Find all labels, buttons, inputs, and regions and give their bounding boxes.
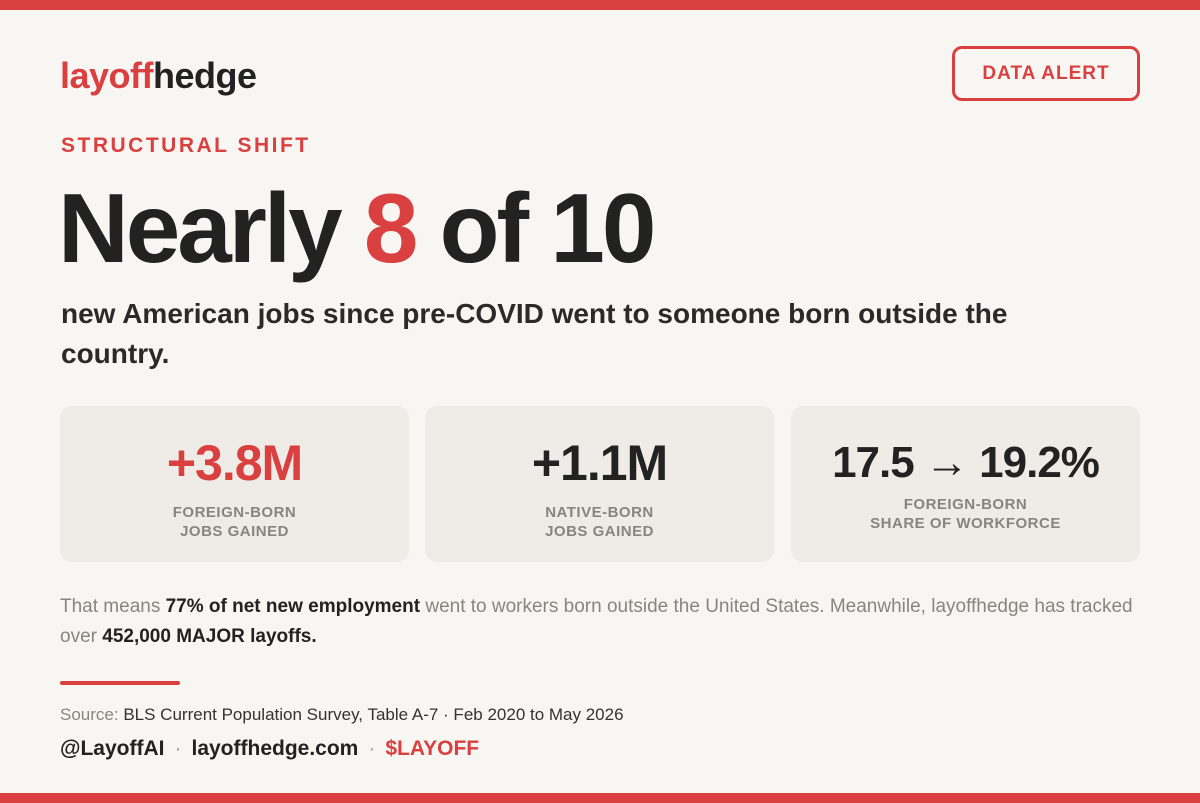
logo-rest-text: hedge [153, 55, 257, 96]
footer-separator: · [368, 737, 376, 760]
stat-card-foreign-born-jobs: +3.8M FOREIGN-BORN JOBS GAINED [60, 406, 409, 562]
stat-label: NATIVE-BORN JOBS GAINED [545, 503, 654, 541]
stat-value: +1.1M [531, 435, 668, 491]
source-label: Source: [60, 705, 119, 724]
headline: Nearly 8 of 10 [58, 172, 657, 284]
stat-value: 17.5 → 19.2% [832, 438, 1100, 487]
stat-card-workforce-share: 17.5 → 19.2% FOREIGN-BORN SHARE OF WORKF… [791, 406, 1140, 562]
subheadline: new American jobs since pre-COVID went t… [61, 298, 1008, 369]
data-alert-badge: DATA ALERT [952, 46, 1140, 101]
stat-label: FOREIGN-BORN JOBS GAINED [173, 503, 297, 541]
divider [60, 681, 180, 685]
footer-handle[interactable]: @LayoffAI [60, 737, 165, 760]
headline-suffix: of 10 [439, 173, 657, 283]
headline-number: 8 [363, 173, 418, 283]
brand-logo: layoffhedge [60, 54, 257, 98]
stat-label-line: FOREIGN-BORN [172, 504, 297, 521]
stat-card-native-born-jobs: +1.1M NATIVE-BORN JOBS GAINED [425, 406, 774, 562]
top-accent-bar [0, 0, 1200, 10]
footer-separator: · [174, 737, 182, 760]
stat-label: FOREIGN-BORN SHARE OF WORKFORCE [870, 495, 1061, 533]
footer-ticker[interactable]: $LAYOFF [385, 737, 480, 760]
kicker-label: STRUCTURAL SHIFT [61, 134, 311, 157]
stat-label-line: JOBS GAINED [545, 523, 654, 540]
stat-label-line: NATIVE-BORN [545, 504, 654, 521]
body-text-part: That means [60, 596, 166, 617]
source-value: BLS Current Population Survey, Table A-7… [123, 705, 624, 724]
logo-accent-text: layoff [60, 55, 154, 96]
headline-prefix: Nearly [58, 173, 343, 283]
footer: @LayoffAI · layoffhedge.com · $LAYOFF [60, 735, 479, 763]
footer-site-link[interactable]: layoffhedge.com [191, 737, 359, 760]
stat-value: +3.8M [166, 435, 303, 491]
body-highlight-layoffs: 452,000 MAJOR layoffs. [102, 626, 317, 647]
stat-label-line: FOREIGN-BORN [903, 496, 1028, 513]
body-text-part: went to workers born outside the United … [60, 596, 1133, 647]
body-paragraph: That means 77% of net new employment wen… [60, 592, 1140, 652]
stat-label-line: JOBS GAINED [180, 523, 289, 540]
stat-label-line: SHARE OF WORKFORCE [870, 515, 1061, 532]
body-highlight-share: 77% of net new employment [165, 596, 421, 617]
source-line: Source: BLS Current Population Survey, T… [60, 704, 624, 726]
bottom-accent-bar [0, 793, 1200, 803]
